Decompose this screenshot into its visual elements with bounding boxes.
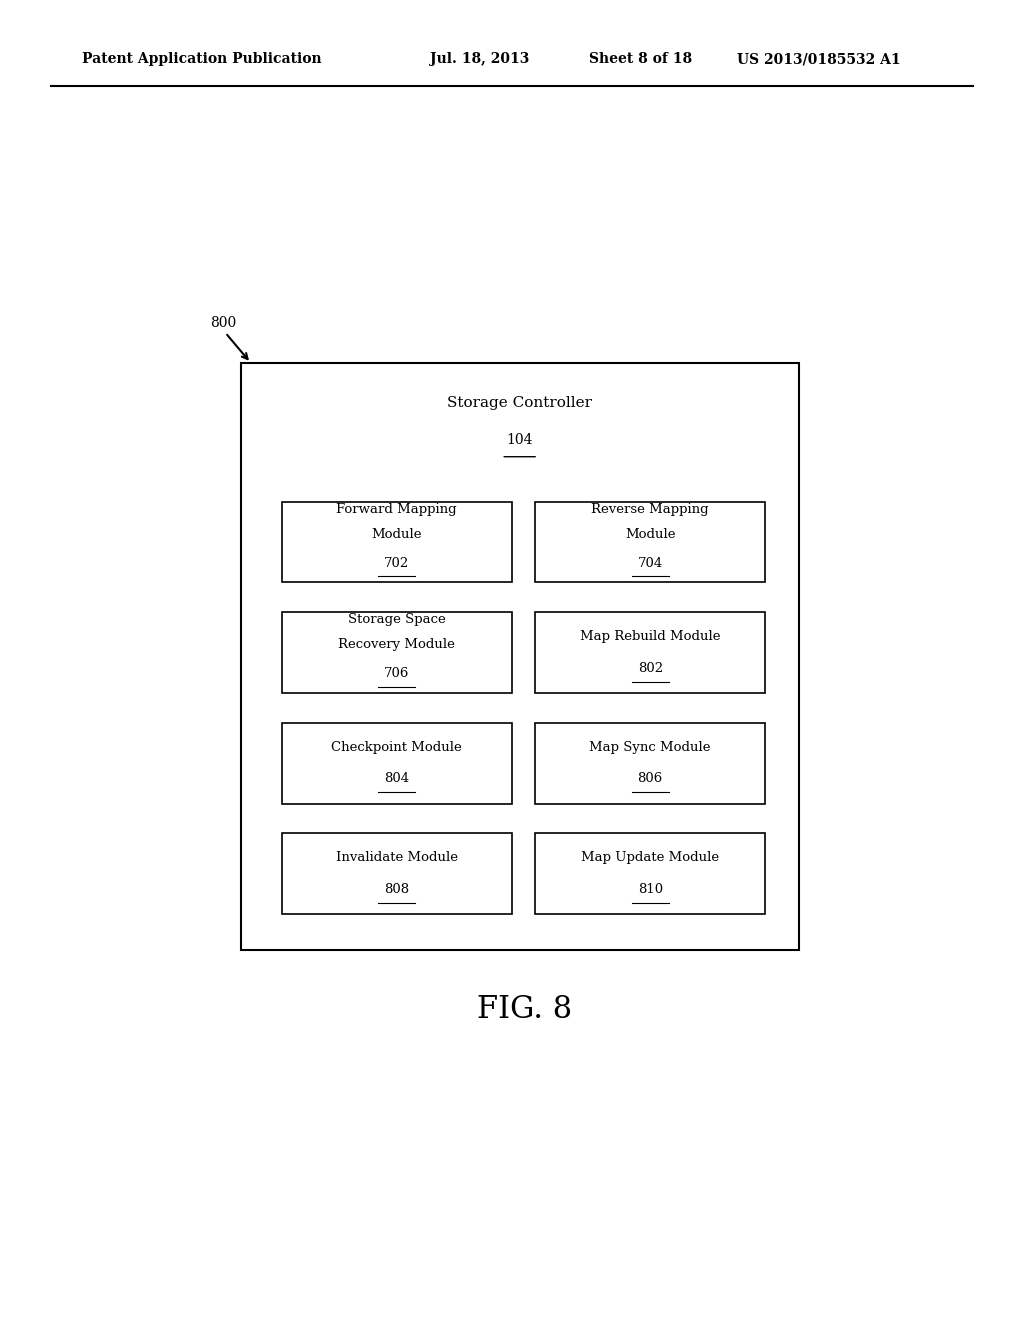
Text: 806: 806 [638, 772, 663, 785]
FancyBboxPatch shape [282, 833, 512, 913]
Text: 702: 702 [384, 557, 410, 570]
Text: Module: Module [372, 528, 422, 541]
Text: 802: 802 [638, 661, 663, 675]
Text: Map Sync Module: Map Sync Module [590, 741, 711, 754]
FancyBboxPatch shape [282, 502, 512, 582]
Text: 704: 704 [638, 557, 663, 570]
FancyBboxPatch shape [536, 612, 766, 693]
Text: 808: 808 [384, 883, 410, 896]
Text: 810: 810 [638, 883, 663, 896]
FancyBboxPatch shape [536, 502, 766, 582]
Text: US 2013/0185532 A1: US 2013/0185532 A1 [737, 53, 901, 66]
FancyBboxPatch shape [241, 363, 799, 950]
FancyBboxPatch shape [282, 722, 512, 804]
Text: Map Rebuild Module: Map Rebuild Module [580, 630, 721, 643]
Text: Invalidate Module: Invalidate Module [336, 851, 458, 865]
Text: Sheet 8 of 18: Sheet 8 of 18 [589, 53, 692, 66]
Text: 706: 706 [384, 667, 410, 680]
Text: 804: 804 [384, 772, 410, 785]
FancyBboxPatch shape [282, 612, 512, 693]
Text: 800: 800 [210, 317, 237, 330]
Text: 104: 104 [507, 433, 532, 446]
Text: Module: Module [625, 528, 676, 541]
Text: FIG. 8: FIG. 8 [477, 994, 571, 1026]
Text: Storage Controller: Storage Controller [447, 396, 592, 409]
Text: Forward Mapping: Forward Mapping [337, 503, 457, 516]
FancyBboxPatch shape [536, 833, 766, 913]
FancyBboxPatch shape [536, 722, 766, 804]
Text: Jul. 18, 2013: Jul. 18, 2013 [430, 53, 529, 66]
Text: Checkpoint Module: Checkpoint Module [332, 741, 462, 754]
Text: Reverse Mapping: Reverse Mapping [592, 503, 709, 516]
Text: Storage Space: Storage Space [348, 612, 445, 626]
Text: Patent Application Publication: Patent Application Publication [82, 53, 322, 66]
Text: Map Update Module: Map Update Module [582, 851, 719, 865]
Text: Recovery Module: Recovery Module [338, 638, 456, 651]
